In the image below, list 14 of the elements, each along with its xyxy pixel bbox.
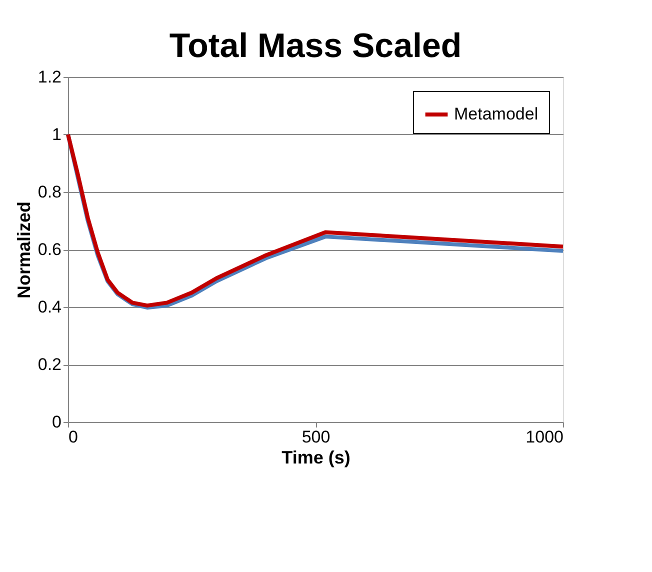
chart-title: Total Mass Scaled — [169, 27, 462, 65]
legend-label: Metamodel — [454, 104, 538, 124]
x-axis-title: Time (s) — [282, 448, 350, 468]
y-axis-title: Normalized — [14, 201, 34, 299]
y-tick-label: 0.4 — [38, 298, 62, 316]
y-tick-label: 0 — [52, 412, 62, 432]
x-tick-label: 1000 — [526, 428, 564, 446]
x-tick-label: 0 — [68, 428, 78, 446]
y-tick-label: 0.6 — [38, 240, 62, 259]
y-tick-label: 0.2 — [38, 355, 62, 374]
y-tick-label: 1 — [52, 125, 62, 144]
x-tick-label: 500 — [302, 428, 330, 446]
y-tick-label: 0.8 — [38, 182, 62, 202]
y-tick-label: 1.2 — [38, 68, 62, 86]
